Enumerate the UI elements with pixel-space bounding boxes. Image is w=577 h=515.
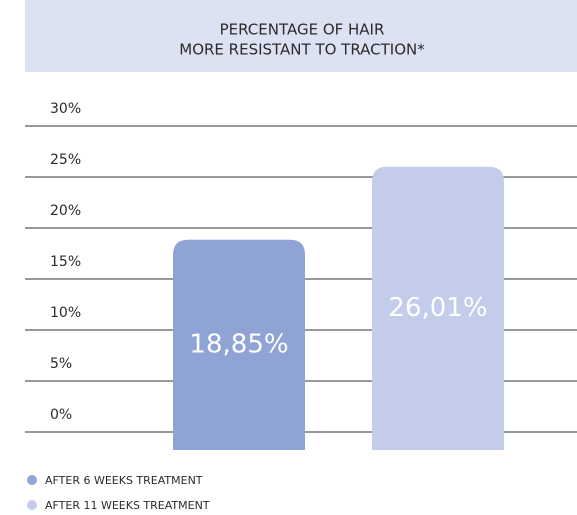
- title-box: [25, 0, 577, 72]
- data-label: 26,01%: [388, 293, 487, 323]
- y-tick-label: 15%: [50, 254, 81, 270]
- y-tick-label: 5%: [50, 356, 72, 372]
- bar: [372, 166, 504, 450]
- y-tick-label: 30%: [50, 101, 81, 117]
- chart-title: PERCENTAGE OF HAIR: [220, 21, 385, 39]
- y-tick-label: 25%: [50, 152, 81, 168]
- chart-title: MORE RESISTANT TO TRACTION*: [179, 41, 425, 59]
- bar: [173, 239, 305, 450]
- legend-marker: [27, 500, 37, 510]
- legend-label: AFTER 6 WEEKS TREATMENT: [45, 474, 203, 487]
- y-tick-label: 0%: [50, 407, 72, 423]
- data-label: 18,85%: [189, 329, 288, 359]
- y-tick-label: 10%: [50, 305, 81, 321]
- legend-marker: [27, 475, 37, 485]
- legend-label: AFTER 11 WEEKS TREATMENT: [45, 499, 210, 512]
- y-tick-label: 20%: [50, 203, 81, 219]
